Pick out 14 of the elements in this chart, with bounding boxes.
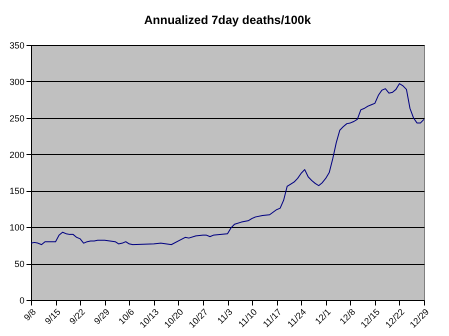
- y-tick-label: 50: [14, 259, 24, 270]
- chart-title: Annualized 7day deaths/100k: [144, 13, 312, 27]
- x-tick-label: 12/1: [313, 306, 333, 326]
- y-tick-label: 200: [9, 150, 24, 160]
- x-tick-label: 9/22: [68, 306, 87, 326]
- y-tick-label: 300: [9, 76, 24, 87]
- x-tick-label: 11/3: [215, 306, 234, 326]
- y-tick-label: 350: [9, 40, 24, 50]
- x-tick-label: 9/29: [92, 306, 112, 326]
- y-tick-label: 250: [9, 113, 24, 124]
- x-tick-label: 9/8: [22, 306, 38, 323]
- y-tick-label: 150: [9, 186, 24, 196]
- y-tick-label: 100: [9, 222, 24, 233]
- y-tick-label: 0: [19, 296, 24, 306]
